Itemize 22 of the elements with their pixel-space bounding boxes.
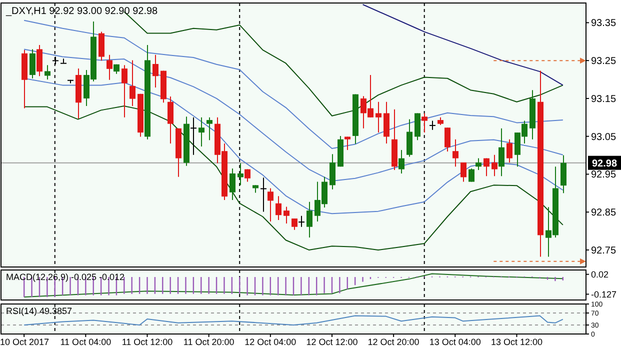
- x-tick-label: 13 Oct 04:00: [429, 337, 481, 347]
- x-tick-label: 12 Oct 04:00: [244, 337, 296, 347]
- x-tick-label: 10 Oct 2017: [0, 337, 50, 347]
- x-tick-label: 12 Oct 20:00: [368, 337, 420, 347]
- x-tick-label: 13 Oct 12:00: [490, 337, 542, 347]
- y-tick-label: 92.95: [591, 170, 616, 181]
- x-tick-label: 12 Oct 12:00: [306, 337, 358, 347]
- ref-line-label: 92.98: [592, 158, 618, 170]
- chart-title: RSI(14) 49.3857: [6, 306, 72, 316]
- x-tick-label: 11 Oct 20:00: [183, 337, 234, 347]
- x-tick-label: 11 Oct 12:00: [122, 337, 173, 347]
- y-tick-label: 93.15: [591, 94, 616, 105]
- chart-title: _DXY,H1 92.92 93.00 92.90 92.98: [5, 6, 158, 17]
- y-tick-label: -0.127: [591, 289, 617, 300]
- y-tick-label: 93.25: [591, 56, 616, 68]
- y-tick-label: 0.02: [591, 269, 609, 280]
- y-tick-label: 93.05: [591, 132, 616, 143]
- x-tick-label: 11 Oct 04:00: [60, 337, 112, 347]
- y-tick-label: 93.35: [591, 18, 616, 30]
- y-tick-label: 92.85: [591, 208, 616, 219]
- chart-title: MACD(12,26,9) -0.025 -0.012: [6, 272, 125, 282]
- y-tick-label: 92.75: [591, 245, 616, 256]
